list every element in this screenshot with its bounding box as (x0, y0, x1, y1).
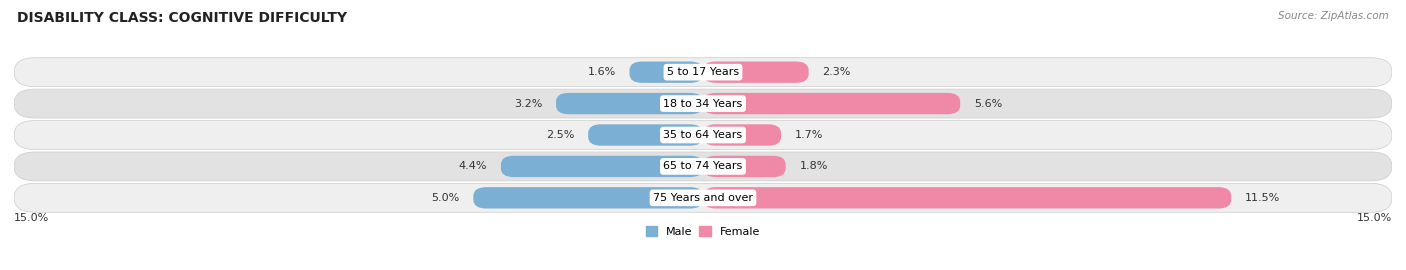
Text: 3.2%: 3.2% (513, 99, 543, 109)
Text: 1.6%: 1.6% (588, 67, 616, 77)
Text: 1.8%: 1.8% (800, 161, 828, 171)
FancyBboxPatch shape (703, 187, 1232, 208)
Text: 1.7%: 1.7% (794, 130, 824, 140)
Text: 4.4%: 4.4% (458, 161, 486, 171)
Text: 2.3%: 2.3% (823, 67, 851, 77)
FancyBboxPatch shape (555, 93, 703, 114)
FancyBboxPatch shape (703, 62, 808, 83)
Text: 18 to 34 Years: 18 to 34 Years (664, 99, 742, 109)
Text: 5.6%: 5.6% (974, 99, 1002, 109)
Text: 65 to 74 Years: 65 to 74 Years (664, 161, 742, 171)
Text: 35 to 64 Years: 35 to 64 Years (664, 130, 742, 140)
FancyBboxPatch shape (14, 183, 1392, 212)
Text: 2.5%: 2.5% (546, 130, 575, 140)
FancyBboxPatch shape (630, 62, 703, 83)
FancyBboxPatch shape (14, 152, 1392, 181)
Text: 15.0%: 15.0% (14, 213, 49, 223)
FancyBboxPatch shape (14, 89, 1392, 118)
Text: DISABILITY CLASS: COGNITIVE DIFFICULTY: DISABILITY CLASS: COGNITIVE DIFFICULTY (17, 11, 347, 25)
Text: 15.0%: 15.0% (1357, 213, 1392, 223)
Text: 75 Years and over: 75 Years and over (652, 193, 754, 203)
Text: 5 to 17 Years: 5 to 17 Years (666, 67, 740, 77)
FancyBboxPatch shape (703, 93, 960, 114)
FancyBboxPatch shape (703, 156, 786, 177)
Text: 11.5%: 11.5% (1244, 193, 1281, 203)
FancyBboxPatch shape (14, 120, 1392, 150)
FancyBboxPatch shape (703, 124, 782, 146)
Text: Source: ZipAtlas.com: Source: ZipAtlas.com (1278, 11, 1389, 21)
FancyBboxPatch shape (14, 58, 1392, 87)
Text: 5.0%: 5.0% (432, 193, 460, 203)
FancyBboxPatch shape (588, 124, 703, 146)
Legend: Male, Female: Male, Female (647, 226, 759, 237)
FancyBboxPatch shape (474, 187, 703, 208)
FancyBboxPatch shape (501, 156, 703, 177)
